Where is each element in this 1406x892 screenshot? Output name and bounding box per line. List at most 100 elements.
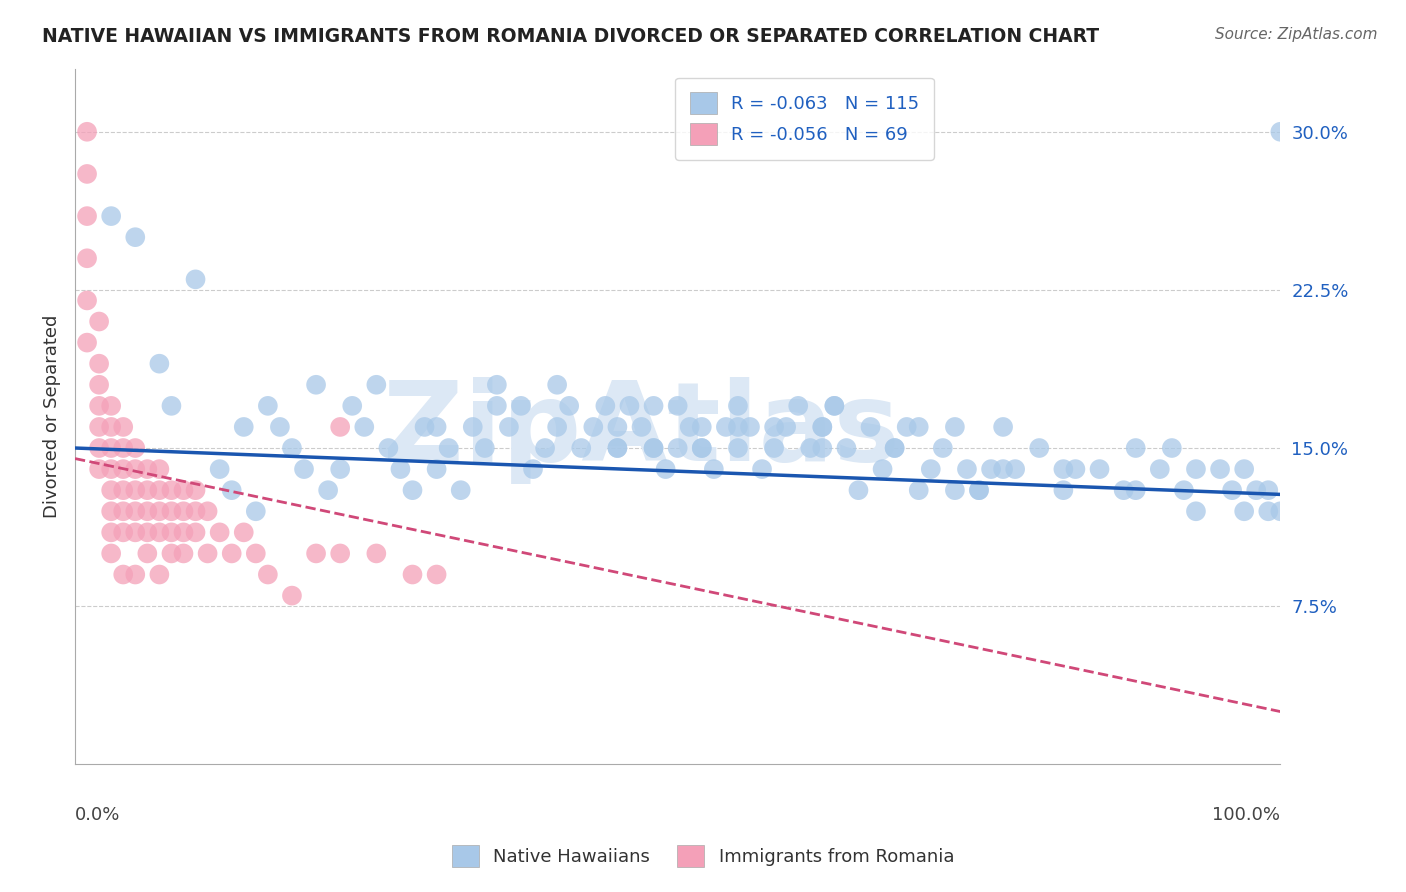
Point [956,462,979,476]
Point [654,462,676,476]
Point [1220,483,1243,498]
Point [221,483,243,498]
Point [76,335,98,350]
Point [100,441,122,455]
Point [991,462,1014,476]
Point [666,441,689,455]
Point [1185,504,1208,518]
Point [727,420,749,434]
Point [173,483,195,498]
Point [510,399,533,413]
Point [87,420,110,434]
Point [474,441,496,455]
Point [342,399,364,413]
Point [281,441,304,455]
Point [606,420,628,434]
Point [316,483,339,498]
Point [221,546,243,560]
Point [1185,462,1208,476]
Point [389,462,412,476]
Point [1004,462,1026,476]
Text: NATIVE HAWAIIAN VS IMMIGRANTS FROM ROMANIA DIVORCED OR SEPARATED CORRELATION CHA: NATIVE HAWAIIAN VS IMMIGRANTS FROM ROMAN… [42,27,1099,45]
Point [703,462,725,476]
Point [1064,462,1087,476]
Point [100,546,122,560]
Point [546,420,568,434]
Point [112,483,135,498]
Point [1270,504,1292,518]
Point [848,483,870,498]
Point [823,399,845,413]
Point [100,462,122,476]
Text: Source: ZipAtlas.com: Source: ZipAtlas.com [1215,27,1378,42]
Point [87,399,110,413]
Point [76,209,98,223]
Point [498,420,520,434]
Point [1028,441,1050,455]
Point [485,399,508,413]
Point [932,441,955,455]
Point [1209,462,1232,476]
Point [366,546,388,560]
Point [546,377,568,392]
Point [245,504,267,518]
Point [112,462,135,476]
Point [124,504,146,518]
Point [136,462,159,476]
Point [426,567,449,582]
Point [690,441,713,455]
Point [124,462,146,476]
Point [124,230,146,244]
Point [787,399,810,413]
Point [1088,462,1111,476]
Point [775,420,797,434]
Point [148,504,170,518]
Point [173,525,195,540]
Point [1257,483,1279,498]
Point [124,441,146,455]
Point [136,546,159,560]
Point [124,525,146,540]
Point [76,167,98,181]
Point [558,399,581,413]
Point [112,567,135,582]
Point [208,525,231,540]
Point [87,377,110,392]
Point [232,525,254,540]
Point [1125,441,1147,455]
Point [87,314,110,328]
Point [257,567,280,582]
Point [630,420,652,434]
Point [437,441,460,455]
Point [87,462,110,476]
Point [738,420,761,434]
Point [100,483,122,498]
Point [173,504,195,518]
Point [329,462,352,476]
Point [184,483,207,498]
Point [426,462,449,476]
Point [124,483,146,498]
Point [197,504,219,518]
Point [679,420,702,434]
Point [76,293,98,308]
Point [184,504,207,518]
Point [413,420,436,434]
Point [160,399,183,413]
Point [727,399,749,413]
Text: 100.0%: 100.0% [1212,806,1281,824]
Point [160,483,183,498]
Point [569,441,592,455]
Point [1160,441,1182,455]
Point [148,357,170,371]
Point [1149,462,1171,476]
Point [87,357,110,371]
Point [751,462,773,476]
Point [943,420,966,434]
Point [606,441,628,455]
Point [811,441,834,455]
Point [1244,483,1267,498]
Point [100,399,122,413]
Point [148,525,170,540]
Point [160,504,183,518]
